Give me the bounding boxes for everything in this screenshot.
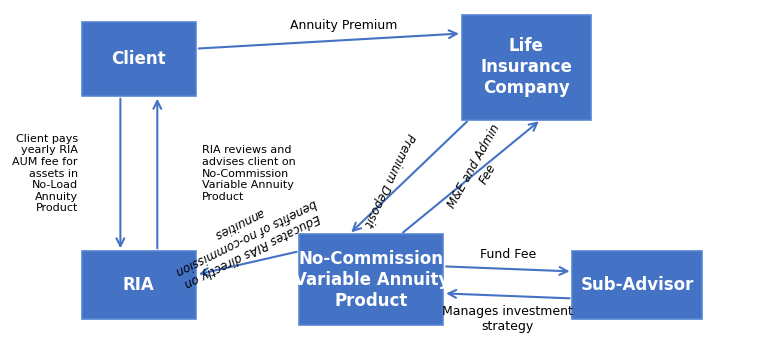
Text: Client pays
yearly RIA
AUM fee for
assets in
No-Load
Annuity
Product: Client pays yearly RIA AUM fee for asset… bbox=[12, 134, 78, 213]
Text: No-Commission
Variable Annuity
Product: No-Commission Variable Annuity Product bbox=[293, 250, 449, 310]
Text: RIA: RIA bbox=[123, 276, 155, 294]
Text: Client: Client bbox=[111, 50, 166, 68]
Text: Sub-Advisor: Sub-Advisor bbox=[581, 276, 693, 294]
Text: Fund Fee: Fund Fee bbox=[480, 248, 536, 261]
Text: Educates RIAs directly on
benefits of no-commission
annuities: Educates RIAs directly on benefits of no… bbox=[166, 183, 325, 291]
FancyBboxPatch shape bbox=[572, 251, 702, 319]
FancyBboxPatch shape bbox=[82, 251, 196, 319]
Text: Manages investment
strategy: Manages investment strategy bbox=[443, 305, 573, 333]
FancyBboxPatch shape bbox=[299, 234, 443, 326]
FancyBboxPatch shape bbox=[462, 15, 591, 120]
Text: RIA reviews and
advises client on
No-Commission
Variable Annuity
Product: RIA reviews and advises client on No-Com… bbox=[202, 145, 296, 202]
Text: M&E and Admin
Fee: M&E and Admin Fee bbox=[446, 122, 516, 218]
FancyBboxPatch shape bbox=[82, 22, 196, 96]
Text: Premium Deposit: Premium Deposit bbox=[361, 131, 417, 228]
Text: Life
Insurance
Company: Life Insurance Company bbox=[480, 37, 572, 97]
Text: Annuity Premium: Annuity Premium bbox=[290, 19, 397, 32]
